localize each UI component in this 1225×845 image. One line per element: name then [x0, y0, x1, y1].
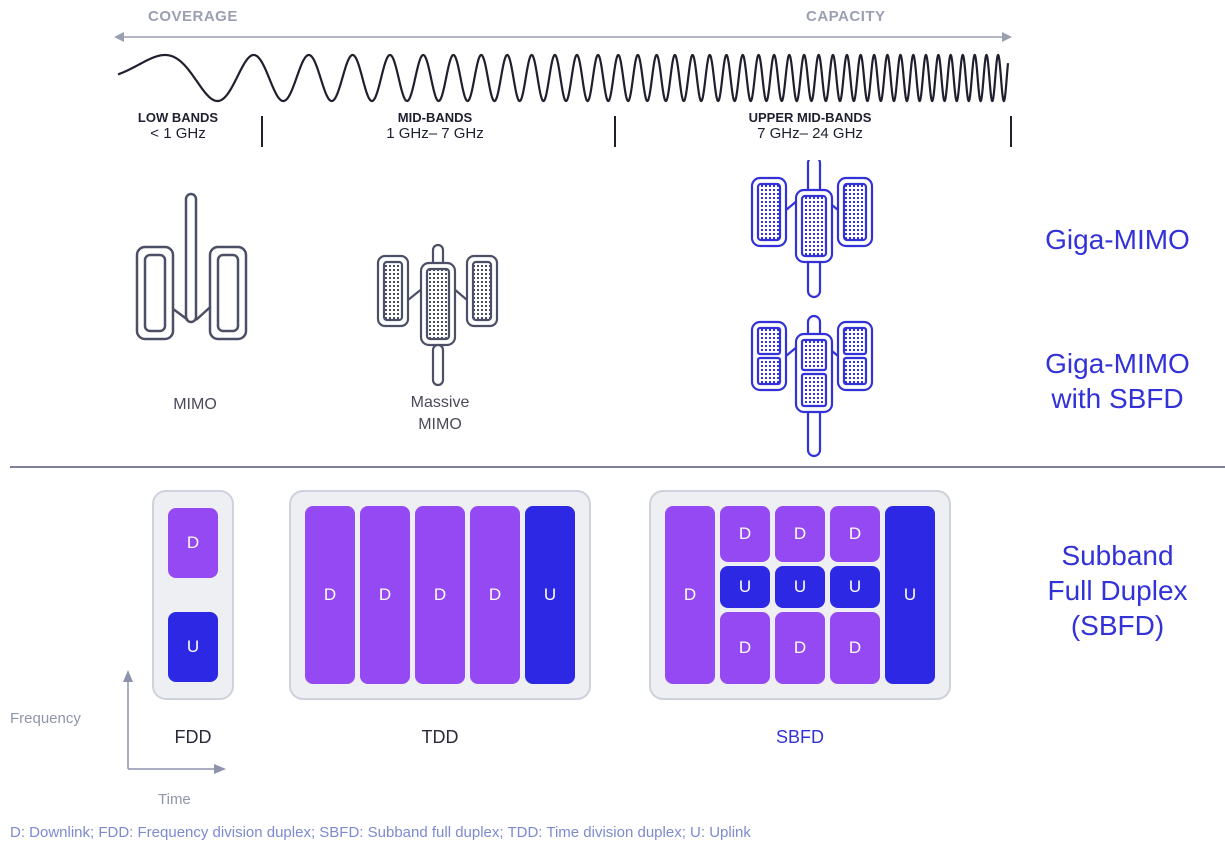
- fdd-downlink-slot: D: [168, 508, 218, 578]
- coverage-capacity-arrow: [114, 32, 1012, 42]
- band-mid-range: 1 GHz– 7 GHz: [386, 125, 484, 142]
- sbfd-downlink-slot: D: [720, 612, 770, 684]
- tdd-downlink-slot: D: [360, 506, 410, 684]
- massive-mimo-antenna-icon: [376, 243, 499, 387]
- massive-mimo-label: Massive MIMO: [410, 394, 470, 433]
- band-low-name: LOW BANDS: [137, 110, 219, 125]
- footnote: D: Downlink; FDD: Frequency division dup…: [10, 824, 751, 841]
- section-divider: [10, 466, 1225, 468]
- giga-mimo-antenna-icon: [750, 160, 874, 299]
- coverage-label: COVERAGE: [148, 8, 238, 25]
- frequency-wave: [117, 53, 1010, 103]
- fdd-container: D U: [152, 490, 234, 700]
- tdd-downlink-slot: D: [470, 506, 520, 684]
- sbfd-uplink-slot: U: [830, 566, 880, 608]
- sbfd-downlink-slot: D: [775, 612, 825, 684]
- fdd-uplink-slot: U: [168, 612, 218, 682]
- band-mid: MID-BANDS 1 GHz– 7 GHz: [355, 110, 515, 142]
- sbfd-downlink-slot: D: [720, 506, 770, 562]
- giga-mimo-sbfd-antenna-icon: [750, 314, 874, 458]
- giga-mimo-sbfd-title: Giga-MIMO with SBFD: [1010, 346, 1225, 416]
- sbfd-title-line2: Full Duplex: [1047, 575, 1188, 606]
- sbfd-uplink-slot: U: [885, 506, 935, 684]
- fdd-label: FDD: [174, 727, 212, 747]
- tdd-downlink-slot: D: [415, 506, 465, 684]
- band-upper-mid: UPPER MID-BANDS 7 GHz– 24 GHz: [720, 110, 900, 142]
- tdd-uplink-slot: U: [525, 506, 575, 684]
- mimo-label: MIMO: [173, 396, 217, 413]
- tdd-container: D D D D U: [289, 490, 591, 700]
- sbfd-downlink-slot: D: [665, 506, 715, 684]
- sbfd-uplink-slot: U: [720, 566, 770, 608]
- band-upper-mid-range: 7 GHz– 24 GHz: [757, 125, 863, 142]
- sbfd-downlink-slot: D: [830, 612, 880, 684]
- capacity-label: CAPACITY: [806, 8, 886, 25]
- sbfd-uplink-slot: U: [775, 566, 825, 608]
- band-upper-mid-name: UPPER MID-BANDS: [748, 110, 872, 125]
- sbfd-label: SBFD: [775, 727, 824, 747]
- frequency-time-axes: [123, 670, 226, 774]
- spectrum-graphic: [114, 32, 1012, 147]
- time-axis-label: Time: [158, 791, 191, 808]
- mimo-antenna-icon: [135, 192, 248, 341]
- giga-mimo-sbfd-line1: Giga-MIMO: [1045, 348, 1190, 379]
- frequency-axis-label: Frequency: [10, 710, 81, 727]
- giga-mimo-sbfd-line2: with SBFD: [1051, 383, 1184, 414]
- antenna-graphics: [135, 160, 874, 458]
- tdd-downlink-slot: D: [305, 506, 355, 684]
- tdd-label: TDD: [421, 727, 459, 747]
- band-dividers: [261, 116, 1012, 147]
- sbfd-title-line3: (SBFD): [1070, 610, 1165, 641]
- band-mid-name: MID-BANDS: [397, 110, 473, 125]
- sbfd-downlink-slot: D: [830, 506, 880, 562]
- band-low-range: < 1 GHz: [150, 125, 206, 142]
- sbfd-downlink-slot: D: [775, 506, 825, 562]
- sbfd-title-line1: Subband: [1061, 540, 1174, 571]
- giga-mimo-title: Giga-MIMO: [1045, 224, 1190, 255]
- band-low: LOW BANDS < 1 GHz: [118, 110, 238, 142]
- sbfd-title: Subband Full Duplex (SBFD): [1010, 538, 1225, 643]
- sbfd-container: D D U D D U D D U D U: [649, 490, 951, 700]
